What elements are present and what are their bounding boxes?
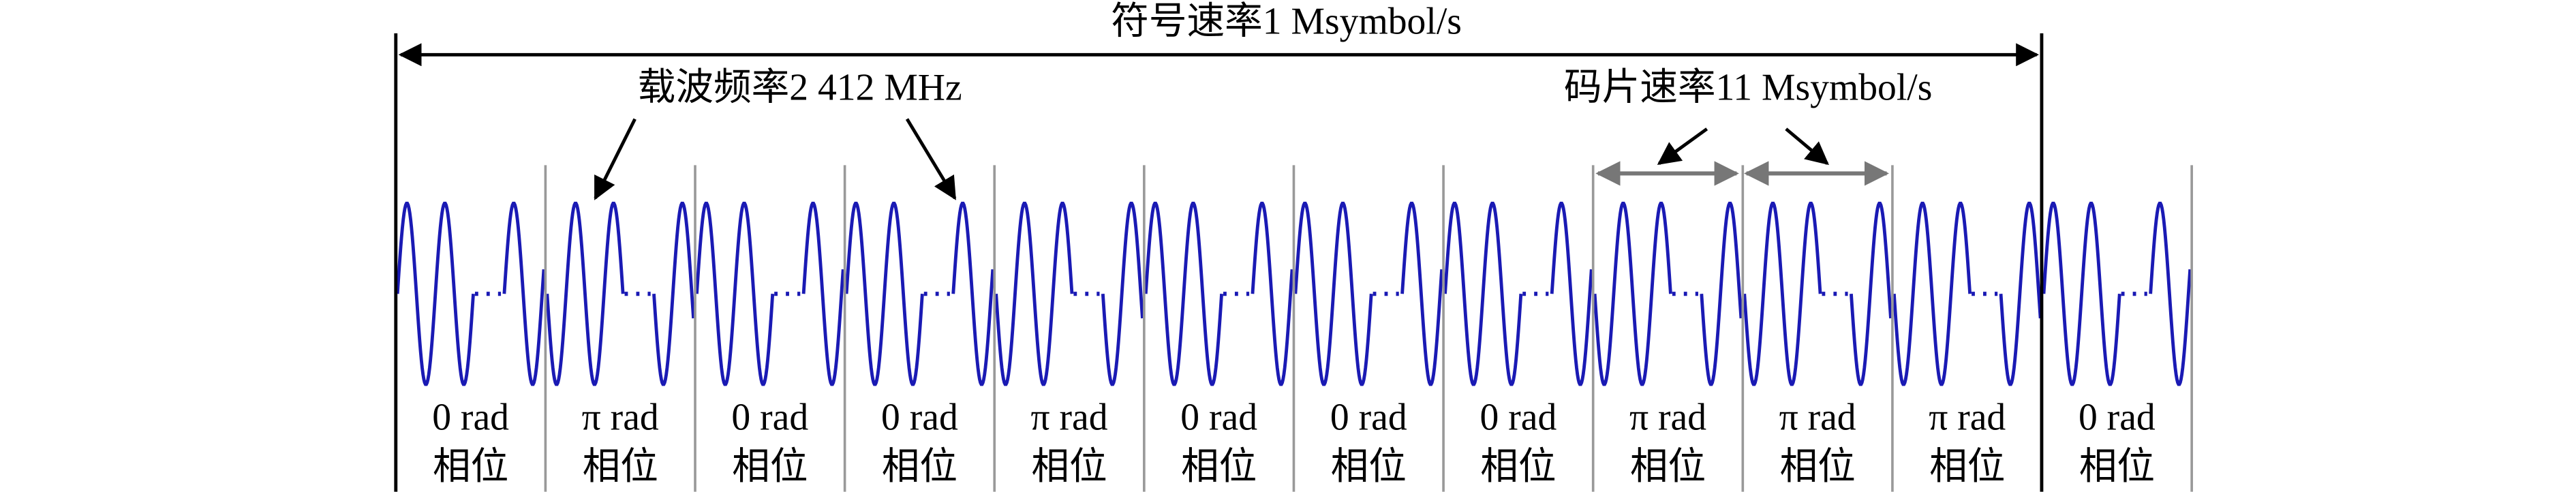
carrier-arrow [905,118,957,200]
carrier-label: 载波频率2 412 MHz [638,66,962,108]
carrier-wave [1101,201,1144,386]
phase-label: 相位 [1929,446,2005,488]
carrier-wave [844,201,924,386]
title: 符号速率1 Msymbol/s [1111,0,1462,42]
carrier-wave [2149,201,2192,386]
carrier-wave [1999,201,2042,386]
carrier-wave [1850,201,1892,386]
phase-value: 0 rad [1180,396,1257,438]
carrier-wave [695,201,775,386]
phase-value: 0 rad [432,396,509,438]
phase-value: 0 rad [881,396,958,438]
pointer-arrow [1657,127,1708,165]
carrier-wave [1700,201,1743,386]
phase-label: 相位 [732,446,808,488]
phase-value: 0 rad [1330,396,1407,438]
phase-value: 0 rad [2079,396,2156,438]
phase-label: 相位 [583,446,658,488]
carrier-wave [1400,201,1444,386]
phase-value: π rad [582,396,659,438]
carrier-wave [1443,201,1523,386]
phase-value: π rad [1031,396,1108,438]
phase-label: 相位 [882,446,957,488]
phase-label: 相位 [1779,446,1855,488]
phase-value: π rad [1629,396,1706,438]
phase-label: 相位 [1331,446,1407,488]
carrier-wave [1550,201,1593,386]
chip-label: 码片速率11 Msymbol/s [1564,66,1933,108]
carrier-wave [994,201,1074,386]
carrier-arrow [594,118,637,200]
phase-value: 0 rad [731,396,808,438]
phase-label: 相位 [1031,446,1107,488]
pointer-arrow [1785,127,1829,166]
carrier-wave [1144,201,1224,386]
carrier-wave [951,201,995,386]
phase-label: 相位 [1630,446,1706,488]
carrier-wave [1251,201,1294,386]
carrier-wave [652,201,696,386]
carrier-wave [1293,201,1373,386]
carrier-wave [502,201,546,386]
chip-cells: 0 rad 相位 π rad 相位 0 rad 相位 0 rad 相位 π rad 相位 0 rad… [432,165,2193,492]
carrier-wave [1892,201,1972,386]
carrier-wave [2042,201,2121,386]
phase-label: 相位 [1480,446,1556,488]
carrier-wave [1743,201,1822,386]
phase-value: π rad [1779,396,1856,438]
phase-value: π rad [1929,396,2006,438]
carrier-wave [395,201,475,386]
phase-label: 相位 [433,446,508,488]
phase-label: 相位 [1181,446,1257,488]
carrier-wave [545,201,625,386]
waveforms [395,201,2192,386]
phase-value: 0 rad [1479,396,1557,438]
carrier-wave [1593,201,1672,386]
phase-label: 相位 [2079,446,2155,488]
carrier-wave [801,201,845,386]
